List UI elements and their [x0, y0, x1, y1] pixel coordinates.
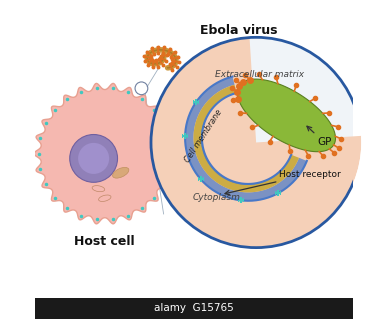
Text: Host receptor: Host receptor: [225, 170, 341, 195]
Circle shape: [151, 37, 361, 248]
Polygon shape: [185, 76, 307, 201]
Polygon shape: [237, 79, 336, 152]
Text: Cell membrane: Cell membrane: [183, 108, 224, 164]
Polygon shape: [201, 93, 291, 185]
Text: alamy  G15765: alamy G15765: [154, 303, 234, 314]
Text: Host cell: Host cell: [74, 235, 135, 248]
Polygon shape: [34, 84, 175, 224]
Text: Extracellular matrix: Extracellular matrix: [215, 70, 304, 79]
Text: Ebola virus: Ebola virus: [200, 24, 278, 37]
Text: Cytoplasm: Cytoplasm: [192, 193, 240, 202]
Polygon shape: [151, 37, 361, 248]
Polygon shape: [194, 85, 299, 192]
Text: GP: GP: [307, 126, 331, 148]
Circle shape: [151, 37, 361, 248]
Ellipse shape: [113, 167, 129, 178]
Bar: [35, 298, 353, 319]
Circle shape: [70, 134, 118, 182]
Circle shape: [78, 143, 109, 174]
